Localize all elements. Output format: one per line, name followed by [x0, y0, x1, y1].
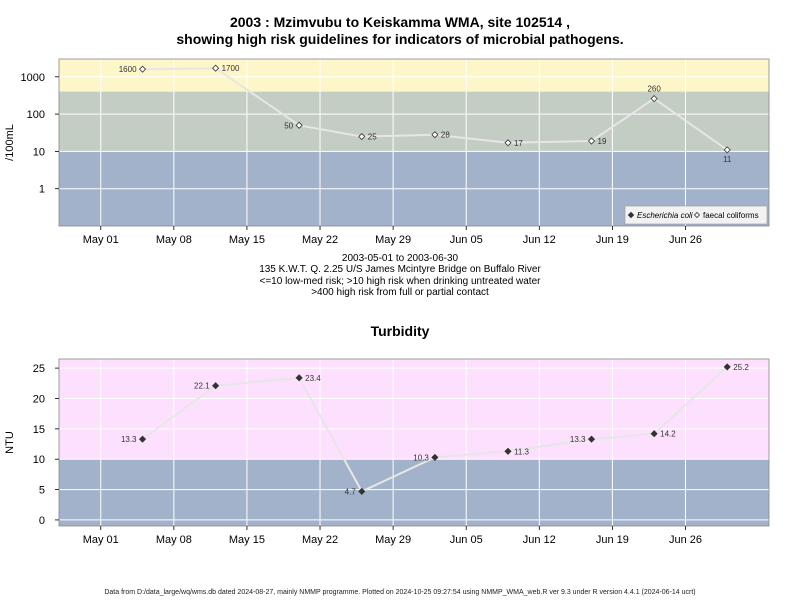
data-label: 13.3: [121, 435, 137, 444]
legend-marker-faecal: [693, 211, 701, 219]
x-tick-label: Jun 05: [450, 234, 483, 246]
risk-guideline-text-1: <=10 low-med risk; >10 high risk when dr…: [259, 276, 541, 287]
risk-guideline-text-2: >400 high risk from full or partial cont…: [311, 287, 489, 298]
data-point: [504, 447, 512, 455]
data-label: 14.2: [660, 430, 676, 439]
data-point: [358, 487, 366, 495]
data-point: [587, 435, 596, 443]
chart-title-line1: 2003 : Mzimvubu to Keiskamma WMA, site 1…: [229, 14, 570, 30]
x-tick-label: May 01: [83, 534, 119, 546]
data-label: 13.3: [570, 435, 586, 444]
plot-frame: [58, 58, 770, 227]
x-tick-label: Jun 19: [596, 234, 629, 246]
y-tick-label: 1: [39, 184, 45, 196]
data-point: [358, 132, 366, 141]
site-description-text: 135 K.W.T. Q. 2.25 U/S James Mcintyre Br…: [259, 264, 541, 275]
x-tick-label: May 15: [229, 534, 265, 546]
x-tick-label: Jun 12: [523, 534, 556, 546]
plot-frame: [58, 358, 770, 527]
risk-band-0: [59, 359, 769, 460]
data-point: [138, 435, 147, 443]
data-label: 23.4: [305, 374, 321, 383]
y-axis-label: NTU: [4, 431, 16, 454]
data-point: [650, 430, 658, 438]
footer-note: Data from D:/data_large/wq/wms.db dated …: [104, 589, 696, 596]
data-point: [504, 139, 512, 147]
x-tick-label: Jun 12: [523, 234, 556, 246]
legend-marker-ecoli: [627, 211, 635, 219]
x-tick-label: May 08: [156, 234, 192, 246]
data-label: 50: [284, 121, 293, 130]
data-point: [723, 363, 731, 371]
legend-label-ecoli: Escherichia coli: [637, 211, 693, 220]
data-point: [138, 65, 147, 73]
data-point: [431, 131, 439, 139]
x-tick-label: May 15: [229, 234, 265, 246]
data-label: 11.3: [514, 447, 530, 456]
y-tick-label: 20: [33, 393, 45, 405]
data-point: [723, 146, 731, 154]
y-tick-label: 1000: [21, 72, 45, 84]
chart-title-line2: showing high risk guidelines for indicat…: [176, 31, 624, 47]
data-label: 25.2: [733, 363, 749, 372]
risk-band-1: [59, 459, 769, 526]
x-tick-label: May 01: [83, 234, 119, 246]
y-tick-label: 15: [33, 424, 45, 436]
date-range-text: 2003-05-01 to 2003-06-30: [341, 253, 459, 264]
turbidity-title: Turbidity: [370, 323, 430, 339]
data-point: [295, 121, 303, 129]
data-label: 17: [514, 139, 523, 148]
x-tick-label: May 08: [156, 534, 192, 546]
x-tick-label: Jun 26: [669, 534, 702, 546]
x-tick-label: May 29: [375, 234, 411, 246]
y-tick-label: 10: [33, 146, 45, 158]
data-label: 260: [647, 85, 661, 94]
data-label: 1600: [119, 65, 137, 74]
x-tick-label: May 29: [375, 534, 411, 546]
data-label: 22.1: [194, 382, 210, 391]
data-label: 19: [598, 137, 607, 146]
x-tick-label: Jun 05: [450, 534, 483, 546]
data-label: 25: [368, 133, 377, 142]
data-point: [212, 382, 220, 390]
data-point: [650, 95, 658, 103]
y-axis-label: /100mL: [4, 124, 16, 161]
data-label: 1700: [222, 64, 240, 73]
y-tick-label: 5: [39, 485, 45, 497]
y-tick-label: 25: [33, 363, 45, 375]
x-tick-label: Jun 19: [596, 534, 629, 546]
data-point: [431, 453, 439, 461]
x-tick-label: Jun 26: [669, 234, 702, 246]
legend-label-faecal: faecal coliforms: [703, 211, 759, 220]
risk-band-0: [59, 59, 769, 92]
x-tick-label: May 22: [302, 234, 338, 246]
x-tick-label: May 22: [302, 534, 338, 546]
data-point: [212, 64, 220, 72]
data-label: 28: [441, 131, 450, 140]
y-tick-label: 10: [33, 454, 45, 466]
data-point: [295, 374, 303, 382]
y-tick-label: 0: [39, 515, 45, 527]
data-label: 10.3: [413, 453, 429, 462]
y-tick-label: 100: [27, 109, 45, 121]
data-label: 4.7: [345, 487, 357, 496]
data-label: 11: [723, 155, 732, 164]
data-point: [587, 137, 596, 145]
